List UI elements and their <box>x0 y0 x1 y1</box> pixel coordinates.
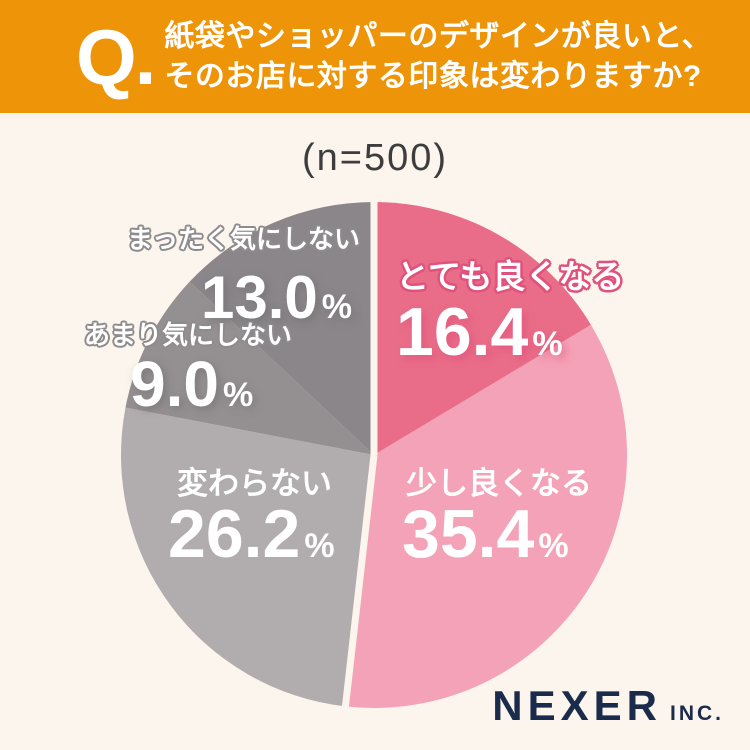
value-number: 35.4 <box>402 496 535 572</box>
percent-sign: % <box>321 288 352 326</box>
pie-value-totemo-yokunaru: 16.4% <box>396 298 563 366</box>
value-number: 16.4 <box>396 294 529 370</box>
pie-slice-3 <box>125 281 374 455</box>
sample-size-label: (n=500) <box>301 137 449 179</box>
nexer-logo-suffix: INC. <box>670 702 724 725</box>
pie-value-amari-kinishinai: 9.0% <box>130 352 253 416</box>
percent-sign: % <box>222 376 254 414</box>
pie-label-kawaranai: 変わらない <box>177 466 332 501</box>
pie-slice-4 <box>189 202 374 455</box>
pie-value-kawaranai: 26.2% <box>168 500 335 568</box>
question-title-line1: 紙袋やショッパーのデザインが良いと、 <box>164 19 713 53</box>
pie-label-sukoshi-yokunaru: 少し良くなる <box>406 466 592 501</box>
pie-label-totemo-yokunaru: とても良くなる <box>396 258 625 295</box>
pie-value-mattaku-kinishinai: 13.0% <box>201 268 352 328</box>
pie-value-sukoshi-yokunaru: 35.4% <box>402 500 569 568</box>
question-title: 紙袋やショッパーのデザインが良いと、 そのお店に対する印象は変わりますか? <box>164 17 712 97</box>
pie-group-divider <box>341 454 378 709</box>
percent-sign: % <box>538 527 569 565</box>
nexer-logo: NEXER INC. <box>492 682 724 730</box>
pie-slice-1 <box>345 324 627 708</box>
pie-label-mattaku-kinishinai: まったく気にしない <box>127 224 360 254</box>
question-title-line2: そのお店に対する印象は変わりますか? <box>164 59 702 93</box>
value-number: 13.0 <box>200 264 318 331</box>
value-number: 26.2 <box>168 496 301 572</box>
percent-sign: % <box>304 527 335 565</box>
pie-slice-0 <box>374 202 591 455</box>
percent-sign: % <box>532 325 563 363</box>
value-number: 9.0 <box>130 348 219 420</box>
pie-label-amari-kinishinai: あまり気にしない <box>84 320 293 350</box>
q-mark: Q. <box>76 12 156 101</box>
nexer-logo-text: NEXER <box>492 682 662 729</box>
question-header: Q. 紙袋やショッパーのデザインが良いと、 そのお店に対する印象は変わりますか? <box>0 0 750 113</box>
pie-slice-2 <box>120 407 374 707</box>
